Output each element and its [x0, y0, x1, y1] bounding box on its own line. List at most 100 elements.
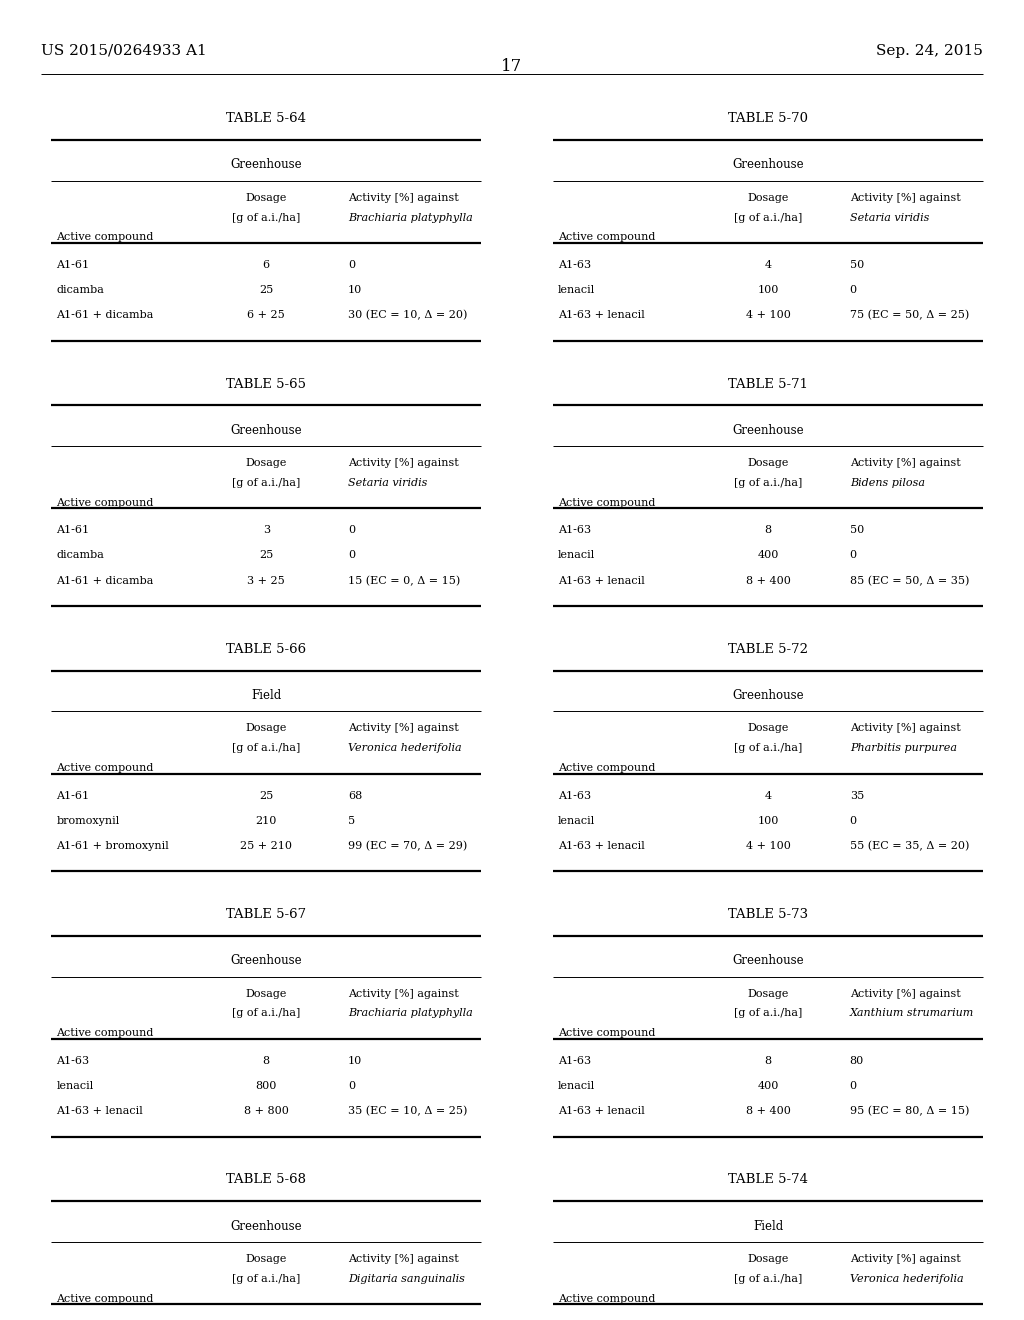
Text: Digitaria sanguinalis: Digitaria sanguinalis — [348, 1274, 465, 1284]
Text: 3 + 25: 3 + 25 — [248, 576, 285, 586]
Text: 100: 100 — [758, 816, 778, 826]
Text: Setaria viridis: Setaria viridis — [850, 213, 929, 223]
Text: A1-61: A1-61 — [56, 260, 89, 271]
Text: 25 + 210: 25 + 210 — [241, 841, 292, 851]
Text: TABLE 5-72: TABLE 5-72 — [728, 643, 808, 656]
Text: Setaria viridis: Setaria viridis — [348, 478, 427, 488]
Text: A1-63 + lenacil: A1-63 + lenacil — [558, 576, 645, 586]
Text: lenacil: lenacil — [558, 550, 595, 561]
Text: [g of a.i./ha]: [g of a.i./ha] — [232, 1274, 300, 1284]
Text: bromoxynil: bromoxynil — [56, 816, 120, 826]
Text: Activity [%] against: Activity [%] against — [348, 458, 459, 469]
Text: A1-61 + bromoxynil: A1-61 + bromoxynil — [56, 841, 169, 851]
Text: A1-63: A1-63 — [558, 1056, 591, 1067]
Text: Field: Field — [753, 1220, 783, 1233]
Text: Activity [%] against: Activity [%] against — [850, 458, 961, 469]
Text: Dosage: Dosage — [748, 989, 788, 999]
Text: 17: 17 — [502, 58, 522, 75]
Text: 25: 25 — [259, 285, 273, 296]
Text: Greenhouse: Greenhouse — [230, 954, 302, 968]
Text: 95 (EC = 80, Δ = 15): 95 (EC = 80, Δ = 15) — [850, 1106, 969, 1117]
Text: 10: 10 — [348, 285, 362, 296]
Text: 30 (EC = 10, Δ = 20): 30 (EC = 10, Δ = 20) — [348, 310, 467, 321]
Text: Dosage: Dosage — [748, 1254, 788, 1265]
Text: dicamba: dicamba — [56, 285, 104, 296]
Text: [g of a.i./ha]: [g of a.i./ha] — [734, 743, 802, 754]
Text: 4 + 100: 4 + 100 — [745, 310, 791, 321]
Text: 0: 0 — [850, 816, 857, 826]
Text: Activity [%] against: Activity [%] against — [850, 723, 961, 734]
Text: Active compound: Active compound — [558, 232, 655, 243]
Text: Active compound: Active compound — [56, 232, 154, 243]
Text: 55 (EC = 35, Δ = 20): 55 (EC = 35, Δ = 20) — [850, 841, 969, 851]
Text: A1-61: A1-61 — [56, 791, 89, 801]
Text: A1-61 + dicamba: A1-61 + dicamba — [56, 310, 154, 321]
Text: 80: 80 — [850, 1056, 864, 1067]
Text: Greenhouse: Greenhouse — [732, 689, 804, 702]
Text: 0: 0 — [850, 550, 857, 561]
Text: Pharbitis purpurea: Pharbitis purpurea — [850, 743, 956, 754]
Text: A1-63: A1-63 — [558, 791, 591, 801]
Text: Active compound: Active compound — [558, 1028, 655, 1039]
Text: 0: 0 — [850, 285, 857, 296]
Text: Dosage: Dosage — [246, 723, 287, 734]
Text: 0: 0 — [348, 260, 355, 271]
Text: 3: 3 — [263, 525, 269, 536]
Text: Greenhouse: Greenhouse — [732, 424, 804, 437]
Text: 4: 4 — [765, 260, 771, 271]
Text: [g of a.i./ha]: [g of a.i./ha] — [232, 478, 300, 488]
Text: 8 + 400: 8 + 400 — [745, 1106, 791, 1117]
Text: Greenhouse: Greenhouse — [230, 1220, 302, 1233]
Text: Dosage: Dosage — [246, 458, 287, 469]
Text: 100: 100 — [758, 285, 778, 296]
Text: Veronica hederifolia: Veronica hederifolia — [850, 1274, 964, 1284]
Text: Greenhouse: Greenhouse — [230, 158, 302, 172]
Text: Active compound: Active compound — [56, 1028, 154, 1039]
Text: lenacil: lenacil — [558, 285, 595, 296]
Text: A1-63 + lenacil: A1-63 + lenacil — [558, 1106, 645, 1117]
Text: Greenhouse: Greenhouse — [230, 424, 302, 437]
Text: [g of a.i./ha]: [g of a.i./ha] — [232, 1008, 300, 1019]
Text: A1-63 + lenacil: A1-63 + lenacil — [56, 1106, 143, 1117]
Text: Activity [%] against: Activity [%] against — [850, 989, 961, 999]
Text: Dosage: Dosage — [246, 989, 287, 999]
Text: Dosage: Dosage — [748, 458, 788, 469]
Text: Dosage: Dosage — [246, 193, 287, 203]
Text: 15 (EC = 0, Δ = 15): 15 (EC = 0, Δ = 15) — [348, 576, 460, 586]
Text: 6: 6 — [263, 260, 269, 271]
Text: Bidens pilosa: Bidens pilosa — [850, 478, 925, 488]
Text: TABLE 5-70: TABLE 5-70 — [728, 112, 808, 125]
Text: 8: 8 — [263, 1056, 269, 1067]
Text: 68: 68 — [348, 791, 362, 801]
Text: TABLE 5-65: TABLE 5-65 — [226, 378, 306, 391]
Text: 35 (EC = 10, Δ = 25): 35 (EC = 10, Δ = 25) — [348, 1106, 467, 1117]
Text: Xanthium strumarium: Xanthium strumarium — [850, 1008, 974, 1019]
Text: 4: 4 — [765, 791, 771, 801]
Text: A1-63: A1-63 — [56, 1056, 89, 1067]
Text: 0: 0 — [850, 1081, 857, 1092]
Text: 5: 5 — [348, 816, 355, 826]
Text: 4 + 100: 4 + 100 — [745, 841, 791, 851]
Text: Active compound: Active compound — [56, 498, 154, 508]
Text: Field: Field — [251, 689, 282, 702]
Text: lenacil: lenacil — [558, 816, 595, 826]
Text: 35: 35 — [850, 791, 864, 801]
Text: 10: 10 — [348, 1056, 362, 1067]
Text: 25: 25 — [259, 550, 273, 561]
Text: Dosage: Dosage — [246, 1254, 287, 1265]
Text: Activity [%] against: Activity [%] against — [348, 1254, 459, 1265]
Text: 400: 400 — [758, 1081, 778, 1092]
Text: TABLE 5-71: TABLE 5-71 — [728, 378, 808, 391]
Text: [g of a.i./ha]: [g of a.i./ha] — [734, 1274, 802, 1284]
Text: [g of a.i./ha]: [g of a.i./ha] — [734, 213, 802, 223]
Text: 0: 0 — [348, 550, 355, 561]
Text: TABLE 5-66: TABLE 5-66 — [226, 643, 306, 656]
Text: TABLE 5-74: TABLE 5-74 — [728, 1173, 808, 1187]
Text: Activity [%] against: Activity [%] against — [348, 193, 459, 203]
Text: Sep. 24, 2015: Sep. 24, 2015 — [877, 44, 983, 58]
Text: 75 (EC = 50, Δ = 25): 75 (EC = 50, Δ = 25) — [850, 310, 969, 321]
Text: [g of a.i./ha]: [g of a.i./ha] — [232, 213, 300, 223]
Text: A1-63 + lenacil: A1-63 + lenacil — [558, 841, 645, 851]
Text: Dosage: Dosage — [748, 193, 788, 203]
Text: 8 + 800: 8 + 800 — [244, 1106, 289, 1117]
